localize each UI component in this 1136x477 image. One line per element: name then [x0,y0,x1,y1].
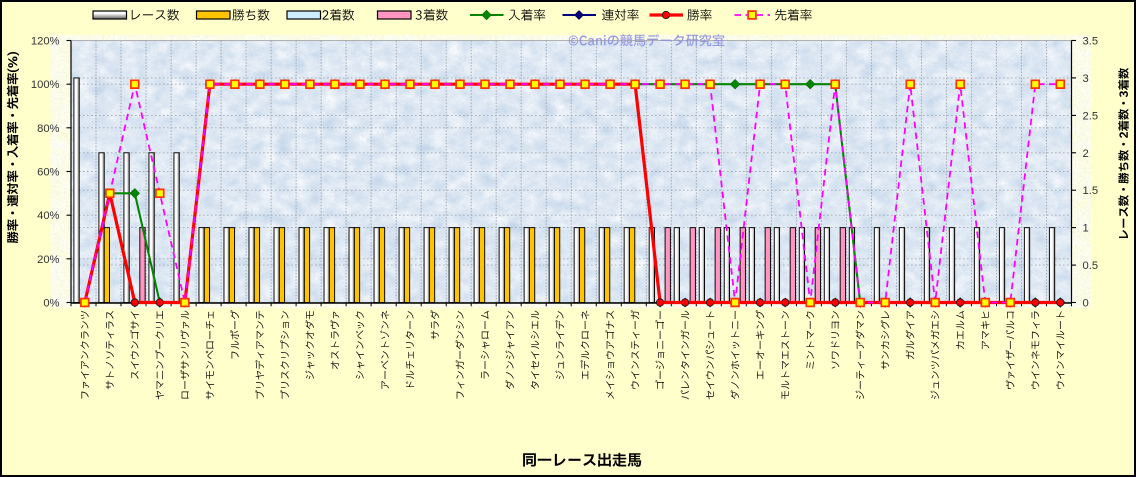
svg-text:1: 1 [1083,223,1089,235]
svg-text:2: 2 [1083,148,1089,160]
svg-text:2.5: 2.5 [1083,110,1099,122]
svg-text:0: 0 [1083,298,1089,310]
svg-text:80%: 80% [37,123,59,135]
svg-text:40%: 40% [37,210,59,222]
svg-text:60%: 60% [37,167,59,179]
svg-text:3: 3 [1083,73,1089,85]
svg-text:20%: 20% [37,254,59,266]
svg-text:1.5: 1.5 [1083,185,1099,197]
svg-text:0%: 0% [43,298,59,310]
svg-text:120%: 120% [31,36,60,48]
svg-text:3.5: 3.5 [1083,36,1099,48]
svg-text:100%: 100% [31,79,60,91]
svg-text:0.5: 0.5 [1083,260,1099,272]
